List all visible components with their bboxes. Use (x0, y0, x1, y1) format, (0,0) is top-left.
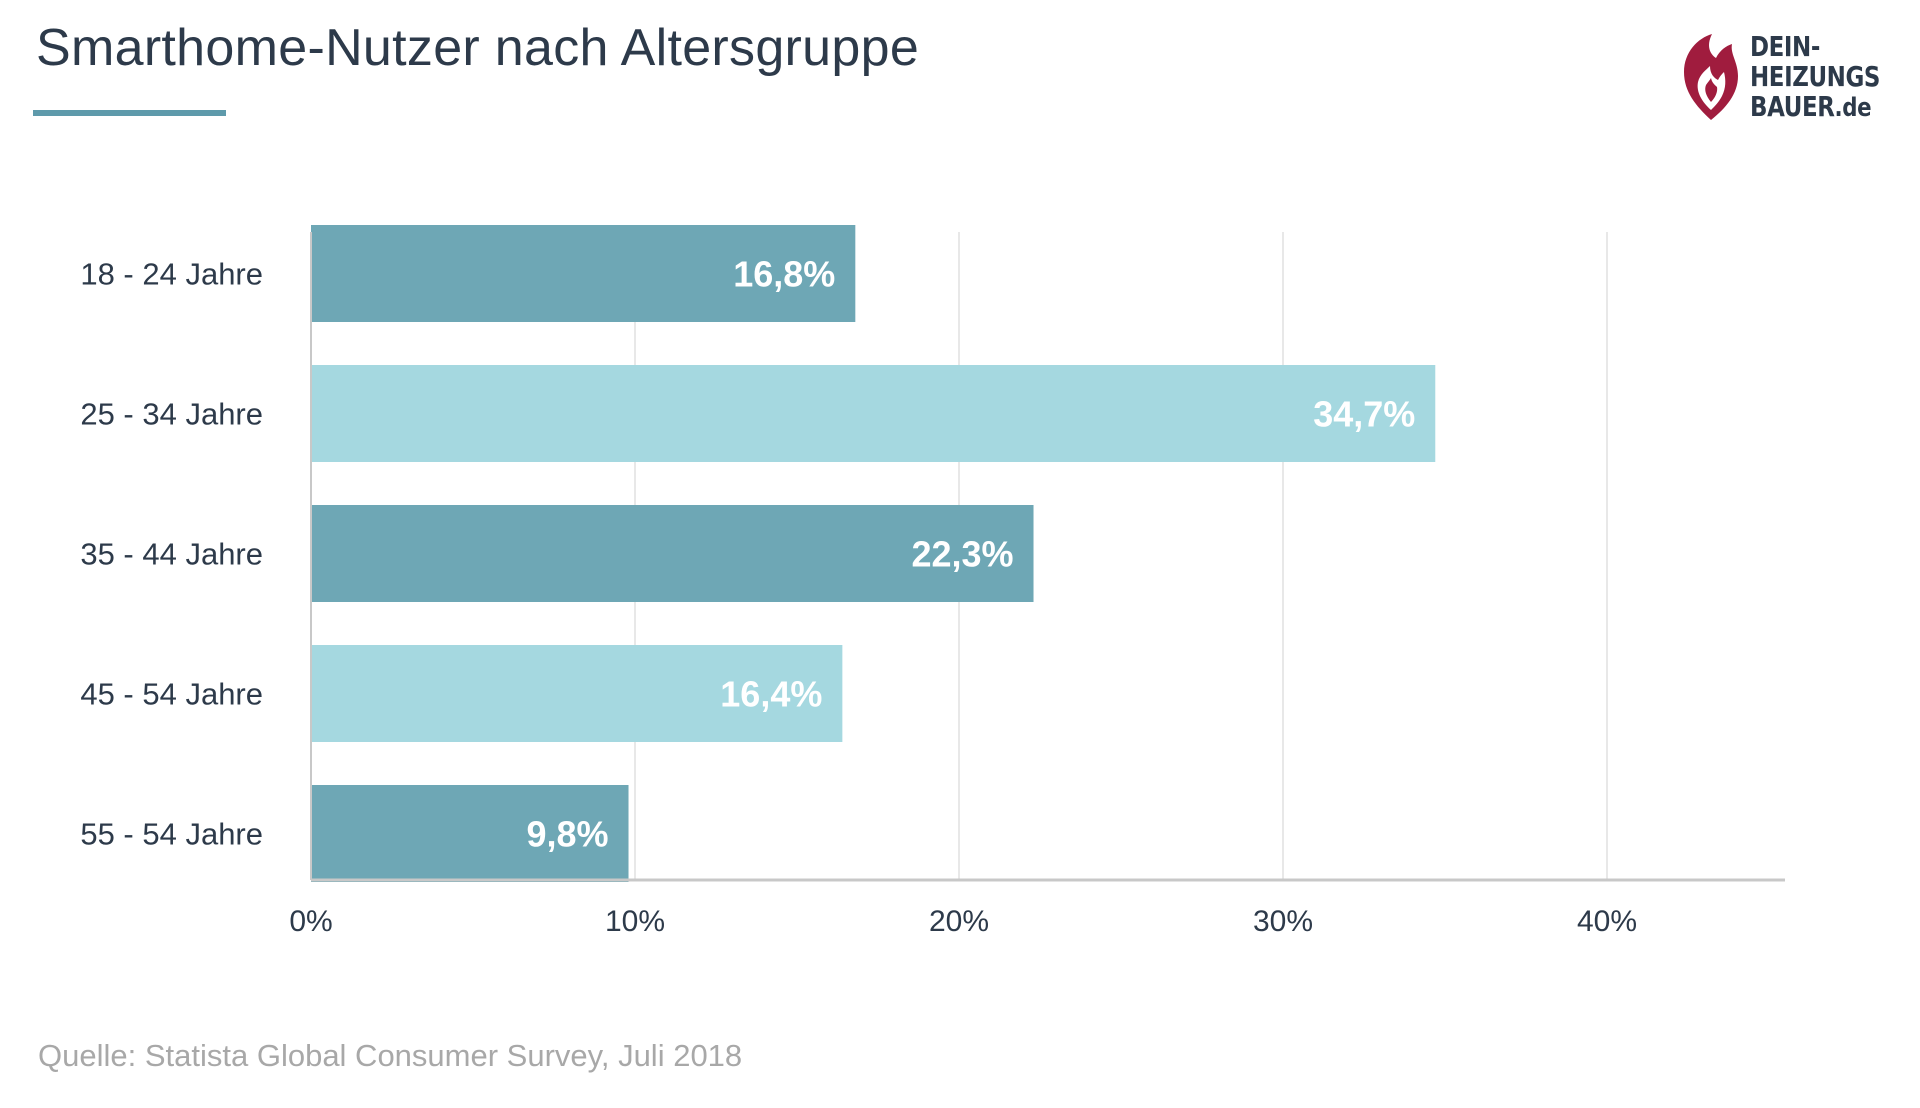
category-labels: 18 - 24 Jahre 25 - 34 Jahre 35 - 44 Jahre 4… (80, 257, 263, 852)
bar (311, 645, 843, 742)
category-label: 18 - 24 Jahre (80, 257, 263, 292)
bar-value-label: 34,7% (1313, 394, 1415, 435)
bar-value-label: 16,8% (733, 254, 835, 295)
title-underline (33, 110, 226, 116)
logo-line-2: HEIZUNGS (1750, 60, 1881, 93)
logo-line-3: BAUER.de (1750, 90, 1880, 124)
bar (311, 225, 856, 322)
logo-line-3-name: BAUER (1750, 90, 1835, 123)
x-tick-label: 0% (289, 905, 332, 938)
bar (311, 785, 629, 882)
category-label: 35 - 44 Jahre (80, 537, 263, 572)
logo-text: DEIN- HEIZUNGS BAUER.de (1750, 30, 1881, 124)
bar-value-label: 16,4% (720, 674, 822, 715)
x-tick-label: 40% (1577, 905, 1637, 938)
source-note: Quelle: Statista Global Consumer Survey,… (38, 1038, 743, 1073)
brand-logo: DEIN- HEIZUNGS BAUER.de (1680, 30, 1900, 125)
logo-line-1: DEIN- (1750, 30, 1820, 63)
bar-value-label: 22,3% (911, 534, 1013, 575)
page-title: Smarthome-Nutzer nach Altersgruppe (36, 19, 920, 77)
flame-icon (1684, 34, 1738, 120)
category-label: 25 - 34 Jahre (80, 397, 263, 432)
bars: 16,8% 34,7% 22,3% 16,4% 9,8% (311, 225, 1436, 882)
bar (311, 365, 1436, 462)
category-label: 45 - 54 Jahre (80, 677, 263, 712)
bar-value-label: 9,8% (526, 814, 608, 855)
bar (311, 505, 1034, 602)
logo-tld: .de (1834, 93, 1872, 123)
x-tick-label: 10% (605, 905, 665, 938)
x-axis: 0% 10% 20% 30% 40% (289, 232, 1785, 938)
x-tick-label: 20% (929, 905, 989, 938)
x-tick-label: 30% (1253, 905, 1313, 938)
category-label: 55 - 54 Jahre (80, 817, 263, 852)
